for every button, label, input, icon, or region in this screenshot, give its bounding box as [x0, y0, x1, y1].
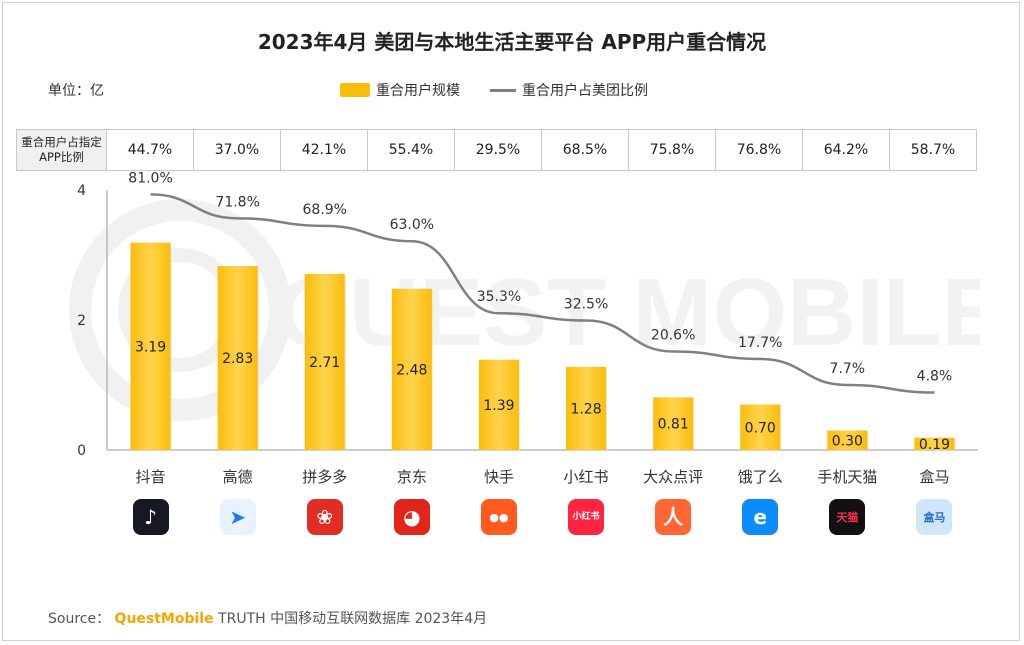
- douyin-icon: ♪: [132, 499, 169, 535]
- bar: [304, 273, 345, 450]
- bar-value-label: 2.83: [222, 351, 253, 367]
- ratio-cell: 75.8%: [628, 129, 716, 171]
- ratio-cell: 64.2%: [802, 129, 890, 171]
- ratio-cell: 68.5%: [541, 129, 629, 171]
- x-category-label: 京东: [397, 468, 427, 486]
- xiaohongshu-icon-glyph: 小红书: [572, 511, 600, 522]
- bar: [391, 288, 432, 450]
- ratio-table-header: 重合用户占指定APP比例: [16, 129, 107, 171]
- pinduoduo-icon: ❀: [306, 499, 343, 535]
- x-category-label: 盒马: [919, 468, 949, 486]
- bar-value-label: 0.30: [832, 433, 863, 449]
- amap-icon-glyph: ➤: [229, 505, 247, 529]
- ratio-cell: 58.7%: [889, 129, 977, 171]
- bar-value-label: 0.19: [919, 437, 950, 453]
- dianping-icon: 人: [655, 499, 692, 535]
- dianping-icon-glyph: 人: [663, 505, 684, 529]
- y-tick-label: 4: [77, 183, 86, 199]
- x-category-label: 手机天猫: [817, 468, 877, 486]
- ratio-cell: 42.1%: [280, 129, 368, 171]
- source-note: Source： QuestMobile TRUTH 中国移动互联网数据库 202…: [48, 608, 487, 628]
- bar: [478, 359, 519, 450]
- x-category-label: 拼多多: [302, 468, 347, 486]
- ratio-point-label: 4.8%: [917, 369, 953, 385]
- jd-icon: ◕: [393, 499, 430, 535]
- source-rest: TRUTH 中国移动互联网数据库 2023年4月: [218, 611, 488, 627]
- hema-icon-glyph: 盒马: [923, 510, 946, 524]
- bar-value-label: 2.71: [309, 355, 340, 371]
- legend-bar-label: 重合用户规模: [376, 83, 460, 99]
- eleme-icon: e: [742, 499, 779, 535]
- amap-icon: ➤: [219, 499, 256, 535]
- bar-value-label: 0.70: [745, 420, 776, 436]
- bar-value-label: 3.19: [135, 339, 166, 355]
- ratio-cell: 55.4%: [367, 129, 455, 171]
- source-prefix: Source：: [48, 611, 111, 627]
- ratio-point-label: 68.9%: [303, 202, 347, 218]
- ratio-point-label: 35.3%: [477, 289, 521, 305]
- ratio-cell: 37.0%: [193, 129, 281, 171]
- x-category-label: 饿了么: [738, 468, 783, 486]
- bar-value-label: 1.39: [483, 398, 514, 414]
- unit-label: 单位：亿: [48, 83, 104, 99]
- source-brand: QuestMobile: [114, 611, 214, 627]
- ratio-cell: 76.8%: [715, 129, 803, 171]
- bar: [827, 430, 868, 450]
- ratio-point-label: 32.5%: [564, 297, 608, 313]
- x-category-label: 抖音: [136, 468, 166, 486]
- bar: [130, 242, 171, 450]
- xiaohongshu-icon: 小红书: [568, 499, 605, 535]
- ratio-table: 重合用户占指定APP比例 44.7% 37.0% 42.1% 55.4% 29.…: [16, 129, 977, 171]
- tmall-icon: 天猫: [829, 499, 866, 535]
- jd-icon-glyph: ◕: [403, 505, 421, 529]
- legend-bar-swatch: [340, 83, 370, 97]
- bar: [914, 437, 955, 450]
- x-category-label: 大众点评: [643, 468, 703, 486]
- douyin-icon-glyph: ♪: [144, 505, 157, 529]
- ratio-cell: 44.7%: [106, 129, 194, 171]
- tmall-icon-glyph: 天猫: [836, 510, 859, 524]
- bar-value-label: 1.28: [570, 401, 601, 417]
- bar: [217, 266, 258, 450]
- chart-title: 2023年4月 美团与本地生活主要平台 APP用户重合情况: [257, 30, 767, 54]
- eleme-icon-glyph: e: [753, 505, 768, 529]
- ratio-line: [150, 193, 935, 394]
- ratio-cell: 29.5%: [454, 129, 542, 171]
- ratio-point-label: 17.7%: [738, 335, 782, 351]
- ratio-point-label: 20.6%: [651, 327, 695, 343]
- bar: [653, 397, 694, 450]
- y-tick-label: 2: [77, 313, 86, 329]
- legend: 重合用户规模 重合用户占美团比例: [340, 80, 648, 100]
- bar: [566, 366, 607, 450]
- ratio-point-label: 63.0%: [390, 217, 434, 233]
- kuaishou-icon: ●●: [480, 499, 517, 535]
- x-category-label: 快手: [484, 468, 514, 486]
- bar-value-label: 2.48: [396, 362, 427, 378]
- x-category-label: 高德: [223, 468, 253, 486]
- pinduoduo-icon-glyph: ❀: [316, 505, 334, 529]
- bar: [740, 404, 781, 450]
- ratio-point-label: 7.7%: [830, 361, 866, 377]
- kuaishou-icon-glyph: ●●: [489, 510, 509, 524]
- ratio-point-label: 71.8%: [215, 194, 259, 210]
- ratio-point-label: 81.0%: [128, 170, 172, 186]
- hema-icon: 盒马: [916, 499, 953, 535]
- y-tick-label: 0: [77, 443, 86, 459]
- legend-line-label: 重合用户占美团比例: [522, 83, 648, 99]
- legend-line-swatch: [490, 88, 516, 92]
- ratio-table-row: 重合用户占指定APP比例 44.7% 37.0% 42.1% 55.4% 29.…: [16, 129, 977, 171]
- bar-value-label: 0.81: [658, 417, 689, 433]
- x-category-label: 小红书: [564, 468, 609, 486]
